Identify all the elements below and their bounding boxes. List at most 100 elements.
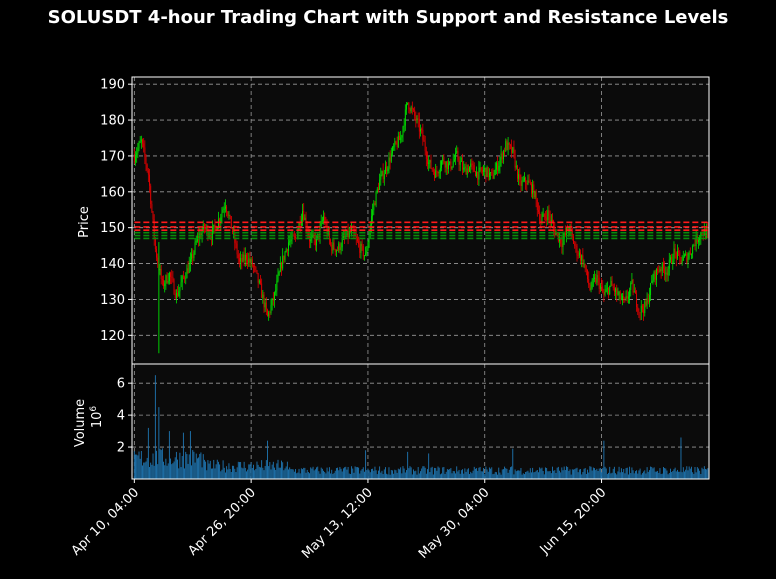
candle-body-down [546,217,548,221]
candle-body-down [641,305,643,310]
candle-body-down [458,159,460,165]
candle-body-down [577,255,579,256]
volume-bar [361,469,363,479]
volume-bar [210,468,212,479]
volume-bar [185,451,187,479]
candle-body-up [193,252,195,259]
candle-body-down [611,280,613,286]
volume-bar [249,464,251,479]
candle-body-down [431,168,433,170]
candle-body-down [584,263,586,269]
volume-bar [562,470,564,479]
volume-bar [577,472,579,479]
volume-bar [263,470,265,479]
volume-bar [434,467,435,479]
candle-body-up [583,263,585,265]
candle-body-down [409,109,411,112]
volume-bar [703,466,705,479]
volume-bar [276,463,278,479]
candle-body-down [423,139,425,142]
volume-bar [695,472,697,479]
candle-body-down [361,243,363,246]
candle-body-up [562,239,564,248]
candle-body-up [284,252,286,260]
candle-body-down [705,229,706,238]
volume-bar [604,466,606,479]
candle-body-up [264,302,266,308]
volume-bar [578,469,580,479]
volume-bar [157,464,159,479]
candle-body-up [698,240,699,243]
candle-body-down [664,268,666,275]
candle-body-up [268,312,270,317]
candle-body-up [291,234,293,240]
volume-bar [584,468,586,479]
candle-body-up [693,245,695,246]
candle-body-up [479,167,481,169]
candle-body-down [707,229,709,231]
candle-body-up [397,135,399,147]
volume-bar [400,467,402,479]
volume-bar [698,468,699,479]
volume-bar [467,468,469,479]
volume-bar [289,467,291,479]
volume-bar [277,459,279,479]
candle-body-up [498,165,500,171]
volume-bar [163,461,164,479]
volume-bar [575,468,577,479]
candle-body-up [534,191,536,198]
volume-bar [659,468,661,479]
candle-body-up [320,221,322,226]
candle-body-up [224,206,226,209]
volume-bar [532,467,534,479]
candle-body-up [550,219,552,222]
candle-body-down [378,188,379,190]
volume-bar [677,469,678,479]
volume-bar [180,467,182,479]
volume-bar [644,470,646,479]
price-tick-label: 190 [100,78,125,93]
candle-body-down [192,254,194,259]
candle-body-down [237,254,239,259]
volume-bar [618,466,620,479]
volume-bar [352,468,354,479]
volume-bar [488,467,490,479]
candle-body-down [564,233,566,235]
candle-body-down [356,238,358,242]
volume-bar [231,465,233,479]
candle-body-up [464,166,466,168]
volume-bar [189,431,191,479]
volume-bar [693,473,695,479]
candle-body-up [228,215,230,216]
candle-body-down [339,243,341,250]
volume-bar [651,466,653,479]
volume-bar [539,467,541,479]
volume-bar [596,468,598,479]
candle-body-down [467,168,469,172]
candle-body-up [442,157,444,162]
candle-body-up [629,289,631,297]
candle-body-down [501,153,503,160]
volume-bar [247,469,249,479]
volume-bar [389,474,391,479]
candle-body-down [675,252,677,259]
volume-bar [137,455,139,479]
volume-bar [534,471,536,479]
volume-bar [215,464,217,479]
candle-body-down [589,284,591,291]
volume-bar [302,469,303,479]
candle-body-up [276,280,278,291]
candle-body-up [569,227,571,231]
candle-body-down [533,184,535,198]
candle-body-up [604,291,606,295]
candle-body-up [185,278,187,279]
volume-bar [540,468,542,479]
price-tick-label: 180 [100,114,125,129]
candle-body-down [358,241,360,245]
volume-bar [222,460,224,479]
volume-bar [576,467,578,479]
volume-bar [705,468,706,479]
candle-body-down [281,263,282,269]
candle-body-up [659,268,661,272]
volume-bar [158,407,160,479]
